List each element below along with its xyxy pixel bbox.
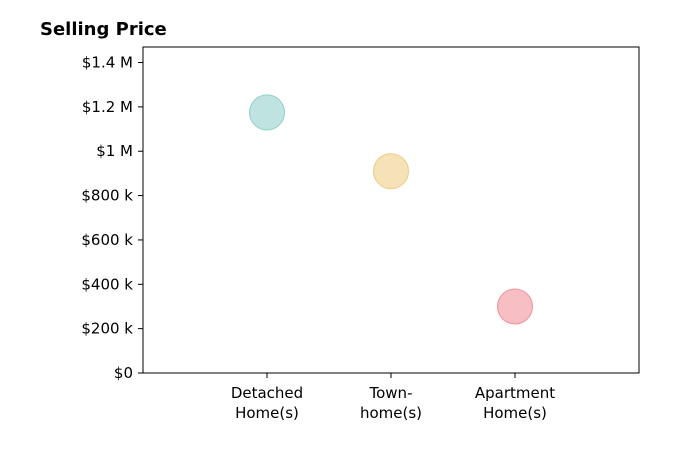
x-tick-label-line: Apartment (475, 384, 555, 402)
y-tick-label: $1.2 M (82, 98, 133, 116)
y-axis: $0 $200 k $400 k $600 k $800 k $1 M $1.2 M $1.4… (81, 54, 143, 382)
data-points (249, 94, 533, 325)
x-tick-label-line: Town- (369, 384, 413, 402)
y-tick-label: $0 (114, 364, 133, 382)
chart-title: Selling Price (40, 19, 167, 40)
x-tick-label-line: Home(s) (235, 404, 299, 422)
y-tick-label: $1 M (96, 142, 133, 160)
x-tick-label: Town-home(s) (360, 384, 422, 422)
data-point (497, 288, 533, 325)
x-tick-label: Apartment Home(s) (475, 384, 555, 422)
x-tick-label-line: Detached (231, 384, 303, 402)
y-tick-label: $600 k (81, 231, 133, 249)
y-tick-label: $400 k (81, 275, 133, 293)
y-tick-label: $1.4 M (82, 54, 133, 72)
x-tick-label-line: Home(s) (483, 404, 547, 422)
data-point (249, 94, 285, 131)
x-axis: Detached Home(s) Town-home(s) Apartment Home… (231, 373, 555, 422)
data-point (373, 153, 409, 190)
y-tick-label: $800 k (81, 187, 133, 205)
x-tick-label-line: home(s) (360, 404, 422, 422)
y-tick-label: $200 k (81, 320, 133, 338)
x-tick-label: Detached Home(s) (231, 384, 303, 422)
